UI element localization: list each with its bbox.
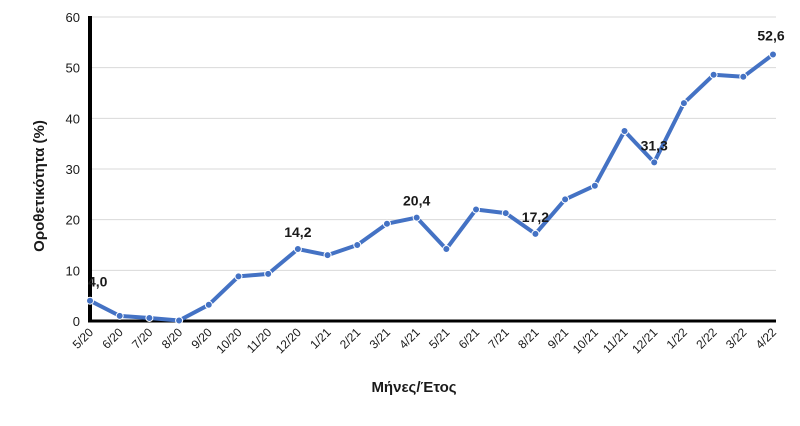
data-label: 17,2 xyxy=(522,209,549,225)
data-label: 4,0 xyxy=(88,274,108,290)
data-point xyxy=(442,245,451,254)
data-point xyxy=(769,50,777,59)
data-point xyxy=(175,316,184,325)
y-tick-label: 20 xyxy=(66,213,80,228)
x-tick-label: 10/20 xyxy=(213,325,244,356)
data-point xyxy=(679,99,688,108)
y-tick-label: 40 xyxy=(66,111,80,126)
x-tick-label: 3/22 xyxy=(723,325,750,352)
y-tick-label: 0 xyxy=(73,314,80,329)
series-markers xyxy=(86,50,777,325)
data-label: 52,6 xyxy=(757,27,784,43)
x-tick-label: 11/21 xyxy=(600,325,631,356)
data-point xyxy=(709,70,718,79)
x-tick-label: 9/21 xyxy=(545,325,572,352)
data-point xyxy=(204,300,213,309)
data-label: 14,2 xyxy=(284,224,311,240)
data-point xyxy=(353,241,362,249)
x-tick-label: 9/20 xyxy=(188,325,215,352)
data-point xyxy=(472,205,481,214)
y-axis-tick-labels: 0 10 20 30 40 50 60 xyxy=(66,10,80,329)
data-labels: 4,0 14,2 20,4 17,2 31,3 52,6 xyxy=(88,27,785,289)
data-label: 31,3 xyxy=(641,137,668,153)
x-tick-label: 4/22 xyxy=(753,325,780,352)
x-tick-label: 3/21 xyxy=(367,325,394,352)
x-tick-label: 7/20 xyxy=(129,325,156,352)
x-tick-label: 1/21 xyxy=(307,325,334,352)
data-point xyxy=(531,229,540,238)
series-line xyxy=(88,52,775,323)
x-tick-label: 7/21 xyxy=(485,325,512,352)
data-point xyxy=(86,296,94,305)
data-label: 20,4 xyxy=(403,193,430,209)
data-point xyxy=(412,213,421,222)
x-axis-title: Μήνες/Έτος xyxy=(371,379,456,396)
data-point xyxy=(323,251,332,260)
x-tick-label: 11/20 xyxy=(244,325,275,356)
data-point xyxy=(264,269,273,278)
x-tick-label: 8/21 xyxy=(515,325,542,352)
data-point xyxy=(501,209,510,218)
data-point xyxy=(382,219,391,228)
data-point xyxy=(620,127,629,135)
gridlines xyxy=(90,16,776,271)
data-point xyxy=(561,195,570,204)
x-tick-label: 8/20 xyxy=(159,325,186,352)
x-tick-label: 12/21 xyxy=(629,325,660,356)
x-tick-label: 4/21 xyxy=(396,325,423,352)
x-tick-label: 6/21 xyxy=(456,325,483,352)
y-tick-label: 30 xyxy=(66,162,80,177)
y-tick-label: 60 xyxy=(66,10,80,25)
data-point xyxy=(115,311,124,320)
x-tick-label: 5/21 xyxy=(426,325,453,352)
x-tick-label: 12/20 xyxy=(273,325,304,356)
data-point xyxy=(293,245,302,254)
x-tick-label: 6/20 xyxy=(99,325,126,352)
data-point xyxy=(234,272,243,281)
data-point xyxy=(590,181,599,190)
x-tick-label: 2/21 xyxy=(337,325,364,352)
data-point xyxy=(650,158,659,167)
y-axis-title: Οροθετικότητα (%) xyxy=(31,120,48,252)
x-tick-label: 10/21 xyxy=(570,325,601,356)
y-tick-label: 50 xyxy=(66,61,80,76)
y-tick-label: 10 xyxy=(66,263,80,278)
x-tick-label: 2/22 xyxy=(693,325,720,352)
x-tick-label: 1/22 xyxy=(664,325,691,352)
data-point xyxy=(739,72,748,81)
data-point xyxy=(145,313,154,322)
